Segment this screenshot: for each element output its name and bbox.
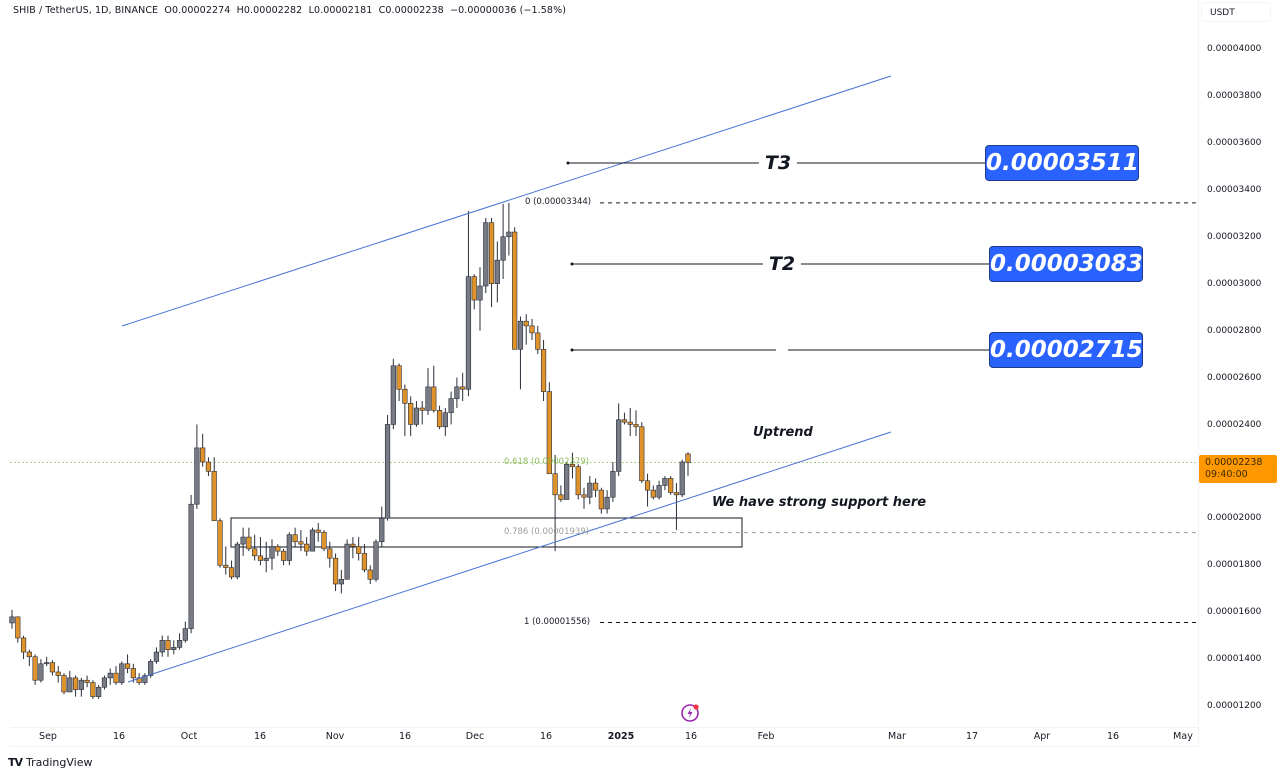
price-tick: 0.00002400 xyxy=(1207,420,1262,430)
price-tick: 0.00003000 xyxy=(1207,279,1262,289)
time-tick: May xyxy=(1173,731,1193,742)
target-box-t1[interactable]: 0.00002715 xyxy=(989,332,1143,368)
price-tick: 0.00001600 xyxy=(1207,607,1262,617)
price-tick: 0.00004000 xyxy=(1207,44,1262,54)
currency-selector[interactable]: USDT xyxy=(1201,2,1271,22)
price-tick: 0.00002800 xyxy=(1207,326,1262,336)
trend-channel-lines[interactable] xyxy=(121,75,892,683)
target-box-t3[interactable]: 0.00003511 xyxy=(985,145,1139,181)
candlestick-chart[interactable] xyxy=(0,0,1198,727)
fib-label-1: 1 (0.00001556) xyxy=(524,617,591,627)
fib-label-0: 0 (0.00003344) xyxy=(525,197,592,207)
price-tick: 0.00003600 xyxy=(1207,138,1262,148)
price-tick: 0.00002600 xyxy=(1207,373,1262,383)
price-tick: 0.00002000 xyxy=(1207,513,1262,523)
fib-label-0618: 0.618 (0.00002379) xyxy=(504,457,590,467)
price-tick: 0.00001800 xyxy=(1207,560,1262,570)
time-tick: 17 xyxy=(965,731,979,742)
brand-name: TradingView xyxy=(26,756,93,769)
last-price-value: 0.00002238 xyxy=(1205,457,1263,468)
bar-countdown: 09:40:00 xyxy=(1205,469,1248,480)
time-tick: Nov xyxy=(325,731,345,742)
support-label[interactable]: We have strong support here xyxy=(712,495,927,510)
tradingview-brand[interactable]: TV TradingView xyxy=(8,756,93,769)
time-tick: Feb xyxy=(757,731,775,742)
last-price-badge: 0.00002238 09:40:00 xyxy=(1199,455,1277,483)
price-tick: 0.00001400 xyxy=(1207,654,1262,664)
ohlc-close: C0.00002238 xyxy=(378,5,444,16)
symbol-name[interactable]: SHIB / TetherUS, 1D, BINANCE xyxy=(13,5,159,16)
time-tick-year: 2025 xyxy=(607,731,635,742)
symbol-legend[interactable]: SHIB / TetherUS, 1D, BINANCE O0.00002274… xyxy=(13,5,566,16)
time-tick: Mar xyxy=(888,731,906,742)
chart-plot-area[interactable]: 0 (0.00003344) 0.618 (0.00002379) 0.786 … xyxy=(0,0,1198,727)
ohlc-open: O0.00002274 xyxy=(164,5,231,16)
time-tick: 16 xyxy=(253,731,267,742)
uptrend-label[interactable]: Uptrend xyxy=(753,425,813,440)
price-tick: 0.00001200 xyxy=(1207,701,1262,711)
ohlc-low: L0.00002181 xyxy=(308,5,373,16)
time-tick: Apr xyxy=(1033,731,1051,742)
time-tick: Oct xyxy=(180,731,198,742)
price-tick: 0.00003400 xyxy=(1207,185,1262,195)
flash-alert-icon[interactable] xyxy=(680,702,702,728)
time-axis[interactable]: Sep 16 Oct 16 Nov 16 Dec 16 2025 16 Feb … xyxy=(10,727,1198,747)
tradingview-logo-icon: TV xyxy=(8,756,23,769)
time-tick: 16 xyxy=(112,731,126,742)
time-tick: 16 xyxy=(1106,731,1120,742)
time-tick: Dec xyxy=(465,731,485,742)
target-tag-t2: T2 xyxy=(762,253,802,275)
candles xyxy=(9,202,691,699)
time-tick: 16 xyxy=(398,731,412,742)
target-tag-t3: T3 xyxy=(758,152,798,174)
price-tick: 0.00003200 xyxy=(1207,232,1262,242)
fib-label-0786: 0.786 (0.00001939) xyxy=(504,527,590,537)
price-change: −0.00000036 (−1.58%) xyxy=(450,5,566,16)
price-tick: 0.00003800 xyxy=(1207,91,1262,101)
ohlc-high: H0.00002282 xyxy=(236,5,303,16)
time-tick: 16 xyxy=(684,731,698,742)
support-zone-rectangle[interactable] xyxy=(230,517,743,548)
time-tick: 16 xyxy=(539,731,553,742)
time-tick: Sep xyxy=(39,731,57,742)
price-axis[interactable]: USDT 0.00004000 0.00003800 0.00003600 0.… xyxy=(1198,0,1280,745)
target-box-t2[interactable]: 0.00003083 xyxy=(989,246,1143,282)
